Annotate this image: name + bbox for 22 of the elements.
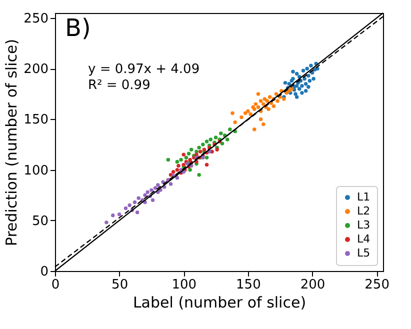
x-tick-label: 150 [236, 278, 261, 292]
y-tick-label: 100 [24, 163, 48, 178]
legend-label: L3 [357, 218, 370, 232]
annotation: R² = 0.99 [88, 78, 150, 93]
annotation: y = 0.97x + 4.09 [88, 62, 200, 77]
x-tick-label: 0 [51, 278, 60, 292]
legend-label: L5 [357, 246, 370, 260]
x-tick-label: 250 [364, 278, 390, 292]
y-axis-title: Prediction (number of slice) [2, 38, 21, 246]
y-tick-label: 0 [40, 264, 48, 280]
x-tick-label: 50 [112, 278, 128, 292]
legend-label: L1 [357, 190, 370, 204]
legend-label: L2 [357, 204, 370, 218]
x-axis-title: Label (number of slice) [132, 294, 306, 312]
legend-label: L4 [357, 232, 370, 246]
y-tick-label: 150 [24, 112, 48, 128]
annotation: B) [65, 14, 91, 42]
x-tick-label: 200 [300, 278, 326, 292]
y-tick-label: 250 [24, 12, 48, 27]
y-tick-label: 200 [24, 62, 48, 78]
y-tick-label: 50 [32, 214, 48, 229]
x-tick-label: 100 [172, 278, 197, 292]
